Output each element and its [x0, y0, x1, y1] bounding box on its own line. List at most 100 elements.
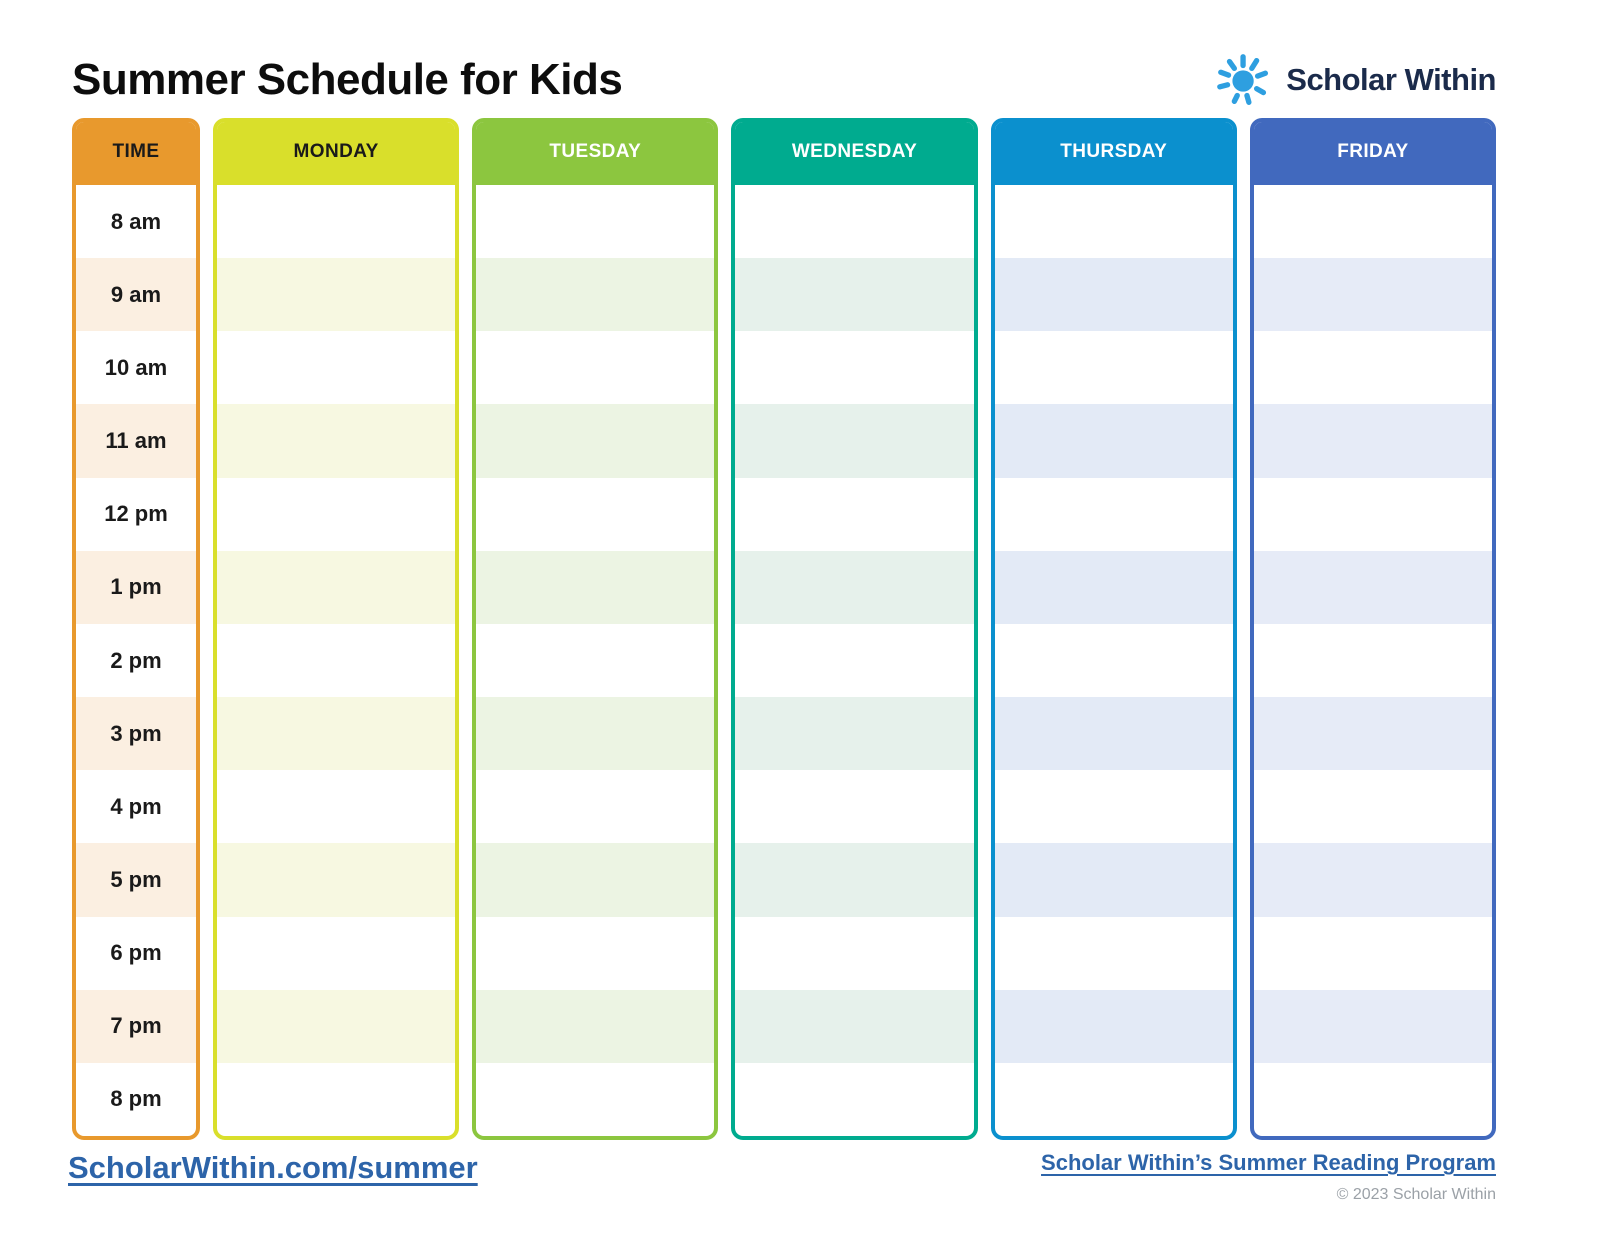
schedule-cell [476, 917, 714, 990]
summer-link[interactable]: ScholarWithin.com/summer [68, 1150, 478, 1185]
copyright: © 2023 Scholar Within [1336, 1186, 1496, 1203]
time-row: 11 am [76, 404, 196, 478]
page-title: Summer Schedule for Kids [72, 55, 623, 104]
day-column-tuesday: TUESDAY [472, 118, 719, 1140]
schedule-cell [476, 404, 715, 478]
schedule-cell [1254, 624, 1492, 697]
schedule-cell [1253, 697, 1493, 771]
time-slot-label: 10 am [104, 354, 168, 380]
time-row: 12 pm [76, 478, 196, 551]
schedule-cell [476, 697, 715, 771]
day-rows-thursday [994, 185, 1233, 1136]
schedule-cell [995, 478, 1233, 551]
time-row: 1 pm [76, 550, 196, 624]
schedule-cell [476, 989, 715, 1063]
time-row: 7 pm [76, 989, 196, 1063]
schedule-cell [1253, 843, 1493, 917]
schedule-cell [995, 770, 1233, 843]
time-slot-label: 11 am [105, 428, 167, 454]
schedule-cell [217, 478, 455, 551]
schedule-cell [476, 478, 714, 551]
schedule-cell [735, 843, 974, 917]
schedule-cell [735, 697, 974, 771]
schedule-cell [476, 550, 715, 624]
top-bar: Summer Schedule for Kids Scholar Within [0, 0, 1600, 118]
time-row: 5 pm [76, 843, 196, 917]
schedule-cell [995, 624, 1233, 697]
day-rows-monday [217, 185, 456, 1136]
time-column: TIME 8 am 9 am 10 am 11 am 12 pm 1 pm 2 pm 3 pm… [72, 118, 200, 1140]
time-slot-label: 8 pm [110, 1086, 162, 1112]
schedule-cell [994, 697, 1233, 771]
day-column-friday: FRIDAY [1249, 118, 1497, 1140]
day-rows-wednesday [735, 185, 974, 1136]
schedule-cell [995, 331, 1233, 404]
time-row: 8 am [76, 185, 196, 258]
schedule-cell [1254, 770, 1492, 843]
day-header-monday: MONDAY [217, 122, 456, 185]
schedule-cell [476, 331, 714, 404]
time-row: 2 pm [76, 624, 196, 697]
footer: ScholarWithin.com/summer Scholar Within’… [68, 1150, 1496, 1204]
time-slot-label: 6 pm [110, 940, 162, 966]
time-row: 3 pm [76, 697, 196, 771]
schedule-cell [217, 989, 456, 1063]
day-column-thursday: THURSDAY [990, 118, 1237, 1140]
day-header-friday: FRIDAY [1253, 122, 1493, 185]
schedule-cell [476, 843, 715, 917]
schedule-cell [735, 989, 974, 1063]
schedule-cell [217, 404, 456, 478]
schedule-cell [476, 185, 714, 258]
schedule-cell [994, 843, 1233, 917]
schedule-cell [995, 1063, 1233, 1136]
schedule-cell [1254, 331, 1492, 404]
day-header-tuesday: TUESDAY [476, 122, 715, 185]
schedule-cell [217, 1063, 455, 1136]
time-slot-label: 2 pm [110, 647, 162, 673]
schedule-cell [1253, 989, 1493, 1063]
time-row: 6 pm [76, 917, 196, 990]
time-slot-label: 3 pm [110, 720, 162, 746]
time-slot-label: 12 pm [104, 501, 168, 527]
schedule-cell [476, 1063, 714, 1136]
time-slot-label: 5 pm [110, 866, 162, 892]
day-header-thursday: THURSDAY [994, 122, 1233, 185]
schedule-cell [1254, 917, 1492, 990]
time-slot-label: 9 am [110, 281, 162, 307]
time-row: 8 pm [76, 1063, 196, 1136]
schedule-cell [735, 258, 974, 332]
time-slot-label: 8 am [110, 208, 162, 234]
schedule-cell [994, 404, 1233, 478]
schedule-cell [1254, 1063, 1492, 1136]
schedule-cell [735, 770, 973, 843]
schedule-cell [476, 624, 714, 697]
schedule-cell [217, 258, 456, 332]
schedule-cell [217, 550, 456, 624]
schedule-cell [217, 770, 455, 843]
schedule-cell [1253, 404, 1493, 478]
time-slot-label: 7 pm [110, 1013, 162, 1039]
schedule-cell [1254, 185, 1492, 258]
schedule-cell [995, 185, 1233, 258]
schedule-cell [735, 331, 973, 404]
schedule-cell [1253, 258, 1493, 332]
day-rows-tuesday [476, 185, 715, 1136]
time-row: 10 am [76, 331, 196, 404]
reading-program-link[interactable]: Scholar Within’s Summer Reading Program [1041, 1150, 1496, 1175]
sun-icon [1217, 54, 1269, 105]
schedule-cell [217, 917, 455, 990]
schedule-cell [735, 185, 973, 258]
brand-name: Scholar Within [1286, 62, 1496, 97]
brand-logo: Scholar Within [1214, 49, 1496, 111]
time-row: 9 am [76, 258, 196, 332]
schedule-cell [476, 258, 715, 332]
schedule-cell [217, 185, 455, 258]
schedule-cell [735, 1063, 973, 1136]
time-slot-label: 4 pm [110, 793, 162, 819]
schedule-cell [1254, 478, 1492, 551]
schedule-cell [735, 478, 973, 551]
schedule-cell [1253, 550, 1493, 624]
footer-right: Scholar Within’s Summer Reading Program … [1041, 1150, 1496, 1204]
schedule-grid: TIME 8 am 9 am 10 am 11 am 12 pm 1 pm 2 pm 3 pm… [72, 118, 1497, 1140]
